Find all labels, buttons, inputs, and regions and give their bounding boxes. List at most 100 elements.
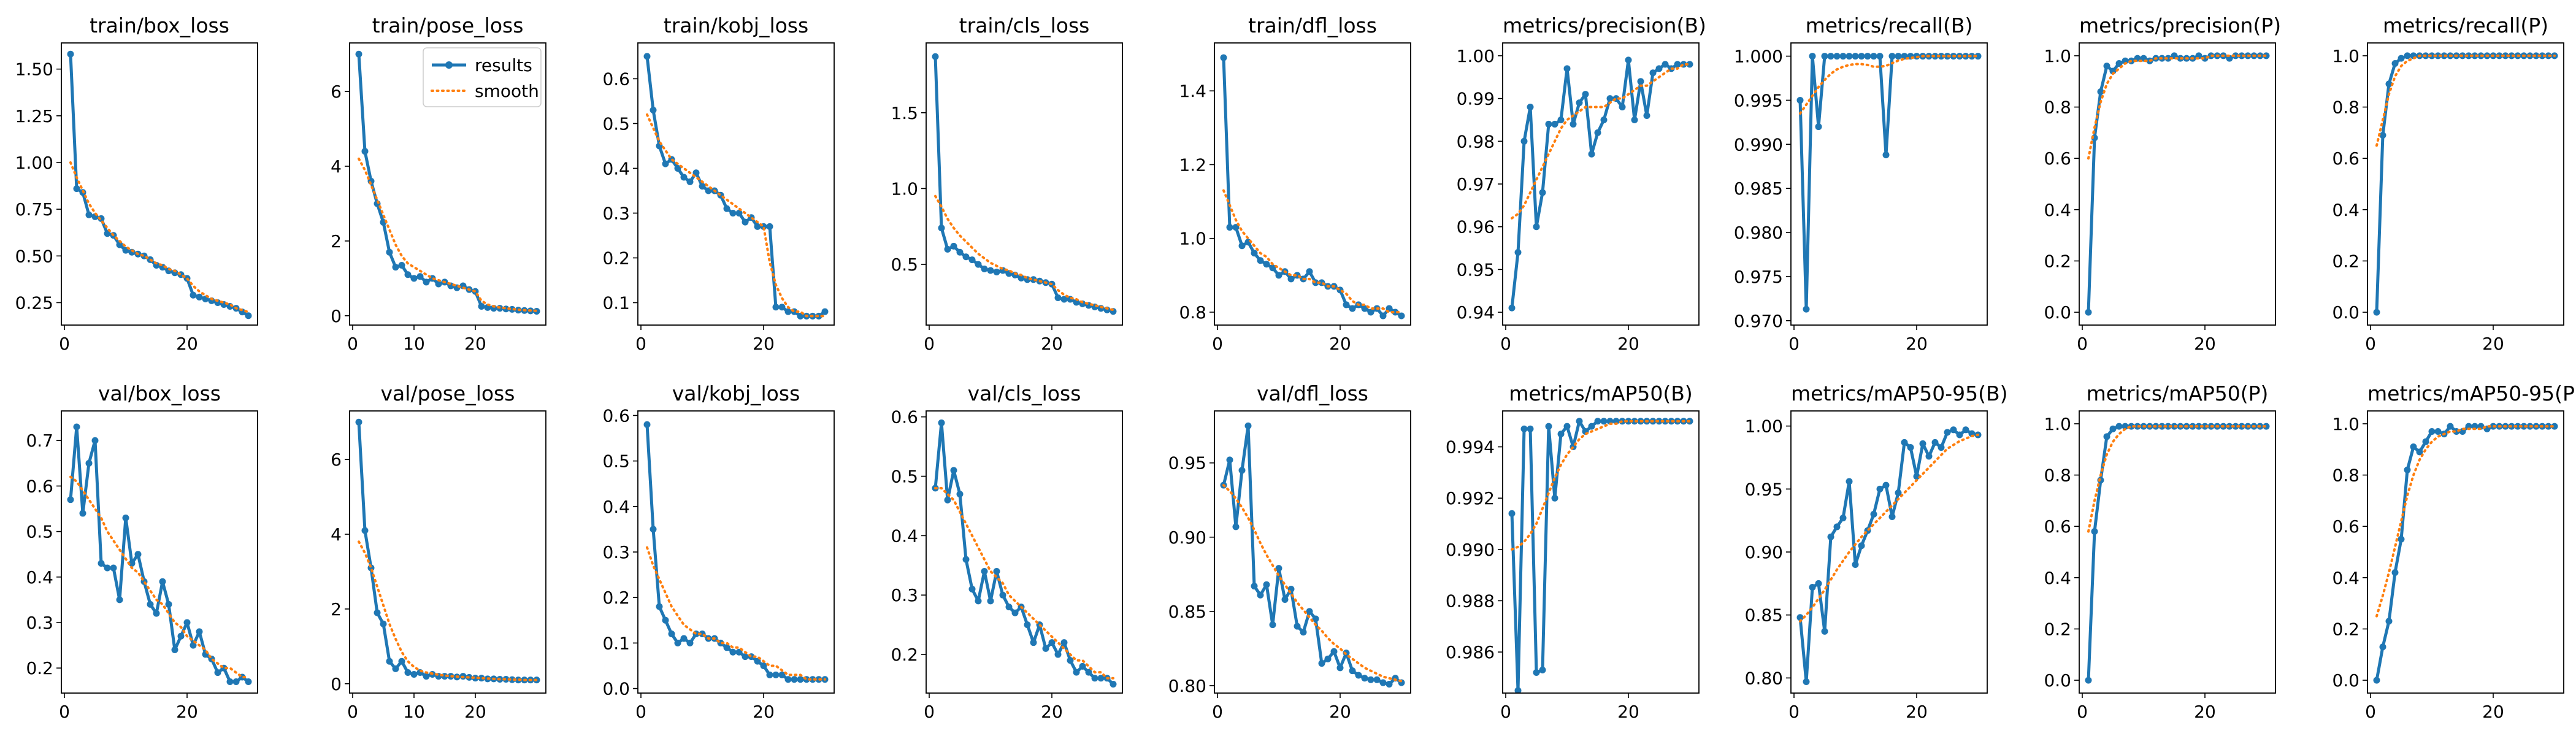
- series-line-results: [2087, 424, 2266, 681]
- data-point: [2115, 423, 2123, 430]
- data-point: [392, 665, 399, 672]
- series-line-smooth: [2087, 425, 2267, 533]
- y-tick-label: 0: [331, 674, 342, 694]
- data-point: [2232, 423, 2239, 430]
- data-point: [987, 597, 994, 605]
- data-point: [932, 53, 939, 60]
- x-tick-label: 0: [2077, 334, 2088, 354]
- y-tick-label: 0.975: [1734, 267, 1783, 287]
- data-point: [1257, 257, 1264, 264]
- data-point: [1852, 561, 1859, 569]
- data-point: [73, 185, 80, 193]
- data-point: [1030, 639, 1037, 646]
- y-tick-label: 0.6: [602, 69, 630, 89]
- data-point: [680, 635, 688, 642]
- x-tick-label: 10: [403, 334, 425, 354]
- data-point: [784, 308, 792, 315]
- data-point: [987, 267, 994, 274]
- data-point: [1527, 104, 1534, 111]
- series-line-smooth: [69, 161, 250, 313]
- chart-panel-metrics-recall-b: metrics/recall(B) 0.970 0.975 0.980 0.985 0.9…: [1730, 0, 2018, 368]
- y-tick-label: 1.5: [891, 103, 918, 123]
- data-point: [723, 644, 730, 651]
- data-point: [1839, 515, 1847, 522]
- data-point: [1318, 660, 1325, 667]
- data-point: [1110, 680, 1117, 688]
- axes-frame: [1790, 42, 1988, 326]
- data-point: [2103, 63, 2110, 70]
- data-point: [1244, 422, 1252, 429]
- chart-svg: 0.80 0.85 0.90 0.95 1.00 0 20: [1745, 410, 1988, 722]
- data-point: [674, 639, 681, 646]
- data-point: [1306, 268, 1313, 275]
- series-line-results: [2375, 54, 2555, 313]
- chart-panel-train-cls-loss: train/cls_loss 0.5 1.0 1.5 0 20: [865, 0, 1153, 368]
- data-point: [153, 610, 160, 617]
- data-point: [2398, 535, 2405, 543]
- data-point: [1649, 69, 1657, 77]
- series-line-results: [1510, 420, 1690, 692]
- data-point: [938, 419, 945, 426]
- chart-title: metrics/precision(P): [2079, 13, 2282, 37]
- data-point: [742, 218, 749, 226]
- y-tick-label: 1.00: [15, 153, 53, 173]
- data-point: [1551, 494, 1558, 502]
- series-line-results: [933, 421, 1114, 686]
- chart-title: train/pose_loss: [372, 13, 524, 37]
- data-point: [1030, 276, 1037, 283]
- data-point: [1796, 614, 1804, 621]
- data-point: [1625, 418, 1632, 425]
- data-point: [1815, 123, 1822, 131]
- data-point: [797, 676, 804, 683]
- series-line-smooth: [934, 194, 1114, 312]
- data-point: [1968, 53, 1976, 60]
- data-point: [1956, 431, 1963, 439]
- chart-title: train/kobj_loss: [663, 13, 809, 37]
- series-line-results: [645, 424, 825, 681]
- data-point: [1944, 429, 1951, 436]
- data-point: [2416, 448, 2423, 456]
- data-point: [416, 273, 424, 280]
- data-point: [1281, 596, 1289, 603]
- y-tick-label: 0.6: [2044, 148, 2071, 169]
- data-point: [1846, 53, 1853, 60]
- y-tick-label: 0.986: [1446, 642, 1495, 662]
- data-point: [1612, 418, 1620, 425]
- data-point: [1324, 655, 1332, 662]
- series-line-smooth: [1799, 434, 1979, 623]
- data-point: [1551, 120, 1558, 128]
- data-point: [1839, 53, 1847, 60]
- x-tick-label: 20: [1617, 702, 1639, 722]
- data-point: [67, 496, 74, 504]
- data-point: [2164, 55, 2172, 62]
- data-point: [975, 597, 982, 605]
- data-point: [1962, 426, 1969, 434]
- y-tick-label: 0.6: [2332, 148, 2359, 169]
- y-tick-label: 0.80: [1745, 668, 1783, 688]
- series-line-results: [2375, 424, 2555, 681]
- data-point: [2097, 88, 2104, 95]
- data-point: [79, 510, 86, 517]
- series-line-results: [933, 56, 1114, 313]
- data-point: [699, 183, 706, 190]
- data-point: [1588, 423, 1595, 430]
- data-point: [981, 567, 988, 575]
- data-point: [1539, 189, 1546, 196]
- data-point: [1257, 591, 1264, 599]
- data-point: [1913, 473, 1920, 480]
- data-point: [2195, 423, 2202, 430]
- data-point: [410, 671, 418, 678]
- data-point: [1060, 639, 1068, 646]
- data-point: [1361, 675, 1368, 682]
- axes-frame: [2079, 410, 2276, 694]
- chart-title: val/box_loss: [98, 381, 221, 405]
- data-point: [1220, 54, 1227, 61]
- data-point: [1557, 116, 1565, 123]
- data-point: [1091, 675, 1098, 682]
- x-tick-label: 20: [2194, 702, 2216, 722]
- chart-title: metrics/mAP50-95(P): [2367, 381, 2576, 405]
- chart-panel-val-cls-loss: val/cls_loss 0.2 0.3 0.4 0.5 0.6 0 20: [865, 368, 1153, 736]
- x-tick-label: 0: [1500, 334, 1511, 354]
- x-tick-label: 20: [2482, 702, 2504, 722]
- data-point: [2122, 423, 2129, 430]
